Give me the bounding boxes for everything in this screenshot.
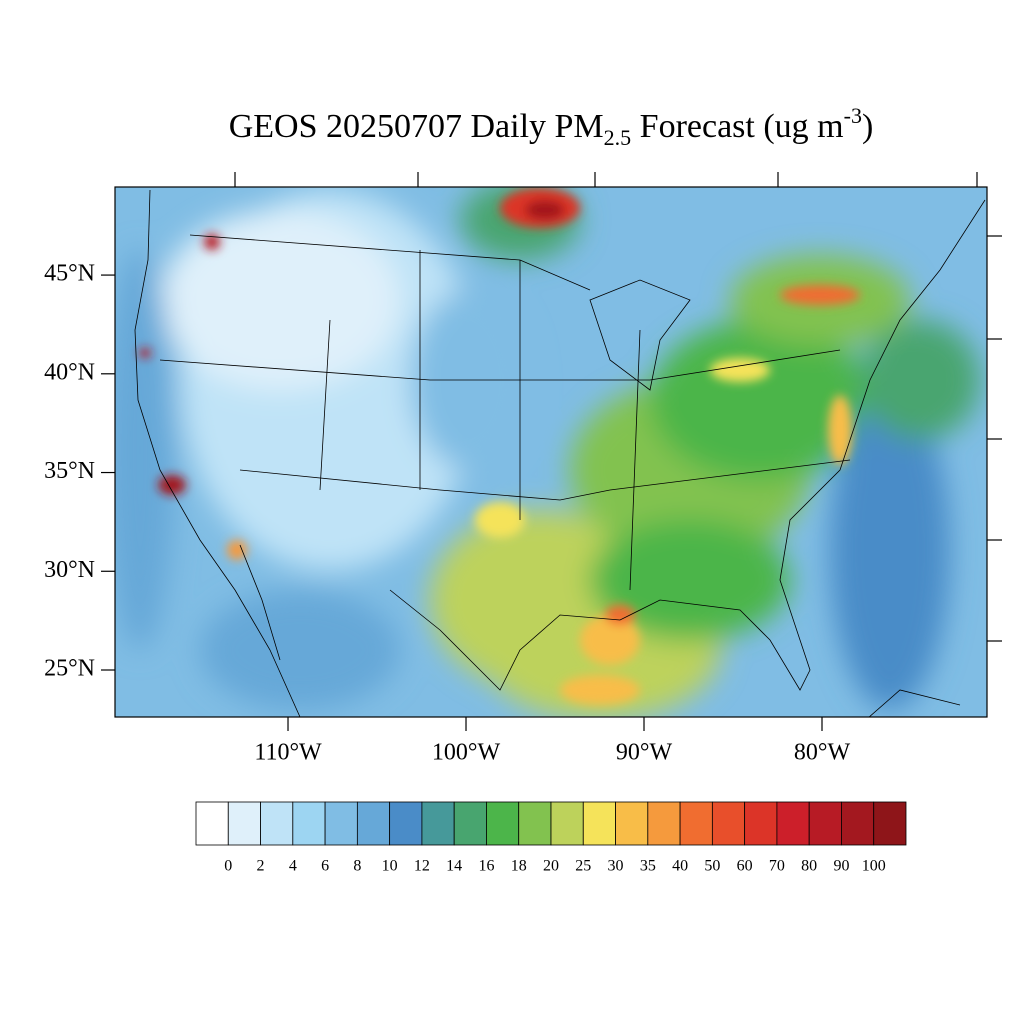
projection-ticks [234,172,1002,642]
colorbar-box [389,801,423,846]
colorbar-box [453,801,487,846]
title-sup: -3 [844,103,862,128]
colorbar-label: 70 [769,858,785,875]
title: GEOS 20250707 Daily PM2.5 Forecast (ug m… [229,103,874,150]
colorbar-label: 40 [672,858,688,875]
colorbar-box [324,801,358,846]
lon-tick-label: 80°W [794,740,851,766]
plot-frame [114,186,988,718]
lon-tick-label: 110°W [254,740,322,766]
colorbar-label: 10 [382,858,398,875]
colorbar-box [227,801,261,846]
colorbar-box [679,801,713,846]
colorbar-box [744,801,778,846]
colorbar-label: 20 [543,858,559,875]
colorbar-label: 80 [801,858,817,875]
colorbar-box [195,801,229,846]
colorbar-label: 60 [737,858,753,875]
colorbar-label: 0 [224,858,232,875]
colorbar-label: 2 [257,858,265,875]
lat-tick-label: 25°N [44,656,95,682]
colorbar-box [260,801,294,846]
colorbar-box [808,801,842,846]
pm25-field [115,187,987,717]
lat-tick-label: 30°N [44,557,95,583]
colorbar-label: 100 [862,858,886,875]
lon-tick-label: 90°W [616,740,673,766]
colorbar-box [873,801,907,846]
title-end: ) [862,108,873,145]
colorbar-box [711,801,746,846]
colorbar-label: 25 [575,858,591,875]
colorbar-label: 18 [511,858,527,875]
colorbar-label: 16 [478,858,494,875]
colorbar-label: 90 [833,858,849,875]
lat-tick-label: 40°N [44,359,95,385]
title-rest: Forecast (ug m [631,108,843,145]
colorbar-label: 30 [608,858,624,875]
colorbar-box [776,801,810,846]
lon-tick-label: 100°W [432,740,501,766]
colorbar-label: 8 [353,858,361,875]
colorbar-box [647,801,681,846]
colorbar-box [292,801,326,846]
colorbar-label: 4 [289,858,297,875]
colorbar-label: 6 [321,858,329,875]
colorbar-box [582,801,616,846]
lat-tick-label: 35°N [44,458,95,484]
colorbar-box [615,801,649,846]
colorbar-box [486,801,520,846]
colorbar-label: 35 [640,858,656,875]
colorbar-box [550,801,584,846]
colorbar-box [841,801,875,846]
title-sub: 2.5 [604,125,632,150]
title-main: GEOS 20250707 Daily PM [229,108,604,145]
coastlines [134,189,986,717]
colorbar-box [518,801,552,846]
colorbar-label: 14 [446,858,462,875]
colorbar-box [356,801,391,846]
colorbar-label: 12 [414,858,430,875]
colorbar-box [421,801,455,846]
colorbar-label: 50 [704,858,720,875]
lat-tick-label: 45°N [44,261,95,287]
